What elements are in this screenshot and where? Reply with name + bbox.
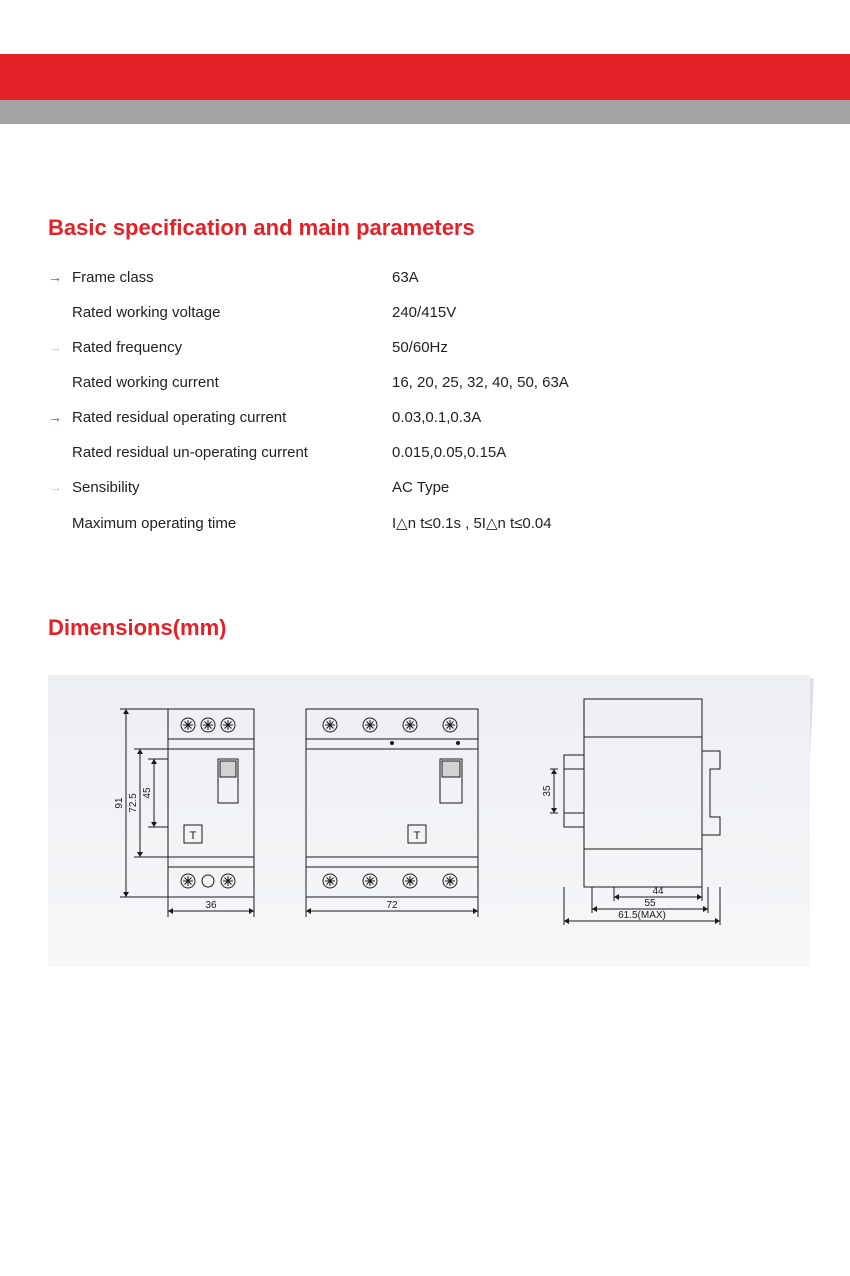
- view-front-4p: T 72: [306, 709, 478, 917]
- spec-label: Rated residual operating current: [72, 409, 392, 426]
- spec-label: Rated residual un-operating current: [72, 444, 392, 461]
- header-red-bar: [0, 54, 850, 100]
- spec-label: Sensibility: [72, 479, 392, 496]
- svg-text:T: T: [414, 830, 421, 842]
- svg-text:35: 35: [542, 785, 553, 797]
- header-gray-bar: [0, 100, 850, 124]
- spec-row: →Rated frequency50/60Hz: [48, 339, 808, 356]
- spec-row: Maximum operating timeI△n t≤0.1s , 5I△n …: [48, 514, 808, 532]
- arrow-icon: →: [48, 480, 72, 494]
- svg-text:44: 44: [652, 886, 664, 897]
- spec-value: 0.015,0.05,0.15A: [392, 444, 506, 461]
- svg-text:36: 36: [205, 900, 217, 911]
- spec-value: AC Type: [392, 479, 449, 496]
- view-front-2p: T 36 9172.545: [114, 709, 254, 917]
- svg-text:T: T: [190, 830, 197, 842]
- spec-value: 0.03,0.1,0.3A: [392, 409, 481, 426]
- svg-text:72.5: 72.5: [128, 793, 139, 813]
- spec-row: Rated working current16, 20, 25, 32, 40,…: [48, 374, 808, 391]
- arrow-icon: [48, 375, 72, 389]
- dimensions-title: Dimensions(mm): [48, 615, 808, 641]
- svg-text:55: 55: [644, 898, 656, 909]
- spec-title: Basic specification and main parameters: [48, 215, 808, 241]
- spec-value: 16, 20, 25, 32, 40, 50, 63A: [392, 374, 569, 391]
- spec-row: →SensibilityAC Type: [48, 479, 808, 496]
- spec-section: Basic specification and main parameters …: [48, 215, 808, 550]
- spec-row: Rated residual un-operating current0.015…: [48, 444, 808, 461]
- svg-text:72: 72: [386, 900, 398, 911]
- spec-row: →Frame class63A: [48, 269, 808, 286]
- spec-label: Rated frequency: [72, 339, 392, 356]
- svg-text:61.5(MAX): 61.5(MAX): [618, 910, 666, 921]
- spec-row: →Rated residual operating current0.03,0.…: [48, 409, 808, 426]
- svg-text:91: 91: [114, 797, 125, 809]
- arrow-icon: [48, 516, 72, 530]
- arrow-icon: [48, 305, 72, 319]
- arrow-icon: →: [48, 270, 72, 284]
- dimension-drawings: T 36 9172.545 T 72 35 445561.5(MAX): [48, 675, 810, 967]
- arrow-icon: →: [48, 340, 72, 354]
- spec-label: Rated working current: [72, 374, 392, 391]
- spec-label: Rated working voltage: [72, 304, 392, 321]
- spec-label: Frame class: [72, 269, 392, 286]
- spec-value: I△n t≤0.1s , 5I△n t≤0.04: [392, 514, 552, 532]
- spec-table: →Frame class63A Rated working voltage240…: [48, 269, 808, 532]
- svg-text:45: 45: [142, 787, 153, 799]
- spec-row: Rated working voltage240/415V: [48, 304, 808, 321]
- spec-label: Maximum operating time: [72, 515, 392, 532]
- spec-value: 50/60Hz: [392, 339, 448, 356]
- view-side: 35 445561.5(MAX): [542, 699, 720, 925]
- arrow-icon: [48, 445, 72, 459]
- diagram-panel: T 36 9172.545 T 72 35 445561.5(MAX): [48, 675, 810, 967]
- dimensions-section: Dimensions(mm): [48, 615, 808, 669]
- spec-value: 63A: [392, 269, 419, 286]
- spec-value: 240/415V: [392, 304, 456, 321]
- arrow-icon: →: [48, 410, 72, 424]
